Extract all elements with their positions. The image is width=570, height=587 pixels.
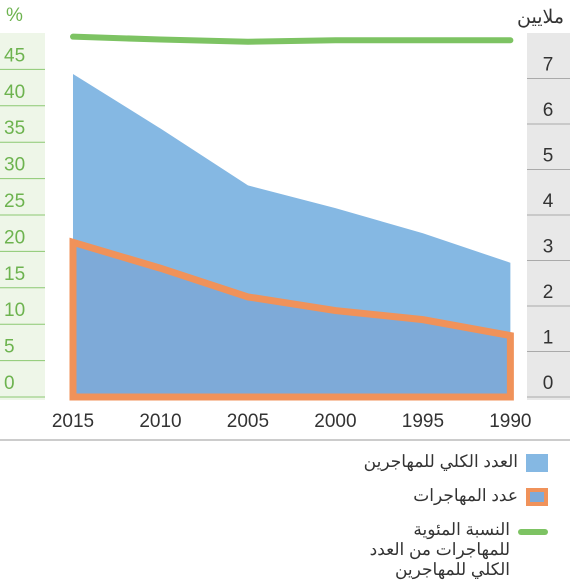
y-tick-label: 30	[4, 155, 25, 176]
legend-item: عدد المهاجرات	[168, 486, 548, 506]
y2-tick-label: 0	[543, 373, 554, 394]
x-tick-label: 1990	[489, 411, 531, 432]
y-tick-label: 20	[4, 227, 25, 248]
legend-swatch	[518, 529, 548, 535]
y-tick-label: 0	[4, 373, 15, 394]
y-tick-label: 35	[4, 118, 25, 139]
right-axis-band	[527, 33, 570, 400]
x-tick-label: 1995	[402, 411, 444, 432]
y2-tick-label: 2	[543, 282, 554, 303]
y-tick-label: 10	[4, 300, 25, 321]
y-tick-label: 15	[4, 264, 25, 285]
x-tick-label: 2000	[314, 411, 356, 432]
x-tick-label: 2005	[227, 411, 269, 432]
legend: العدد الكلي للمهاجرين عدد المهاجرات النسبة…	[168, 452, 548, 587]
legend-label: عدد المهاجرات	[413, 486, 518, 505]
legend-swatch	[526, 454, 548, 472]
x-tick-label: 2010	[139, 411, 181, 432]
y2-tick-label: 6	[543, 100, 554, 121]
y2-tick-label: 7	[543, 55, 554, 76]
y2-tick-label: 1	[543, 328, 554, 349]
y-tick-label: 5	[4, 337, 15, 358]
legend-item: النسبة المئوية للمهاجرات من العدد الكلي …	[168, 520, 548, 580]
legend-swatch	[526, 488, 548, 506]
legend-item: العدد الكلي للمهاجرين	[168, 452, 548, 472]
left-axis-band	[0, 33, 45, 400]
y-tick-label: 40	[4, 82, 25, 103]
y2-tick-label: 3	[543, 237, 554, 258]
x-tick-label: 2015	[52, 411, 94, 432]
y-tick-label: 45	[4, 45, 25, 66]
women-area	[69, 237, 514, 401]
y-axis-title: %	[6, 5, 23, 26]
percent-line	[69, 33, 514, 45]
y2-axis-title: ملايين	[517, 7, 564, 28]
y2-tick-label: 4	[543, 191, 554, 212]
y2-tick-label: 5	[543, 146, 554, 167]
y-tick-label: 25	[4, 191, 25, 212]
legend-label: العدد الكلي للمهاجرين	[363, 452, 518, 471]
legend-label: النسبة المئوية للمهاجرات من العدد الكلي …	[369, 520, 510, 579]
